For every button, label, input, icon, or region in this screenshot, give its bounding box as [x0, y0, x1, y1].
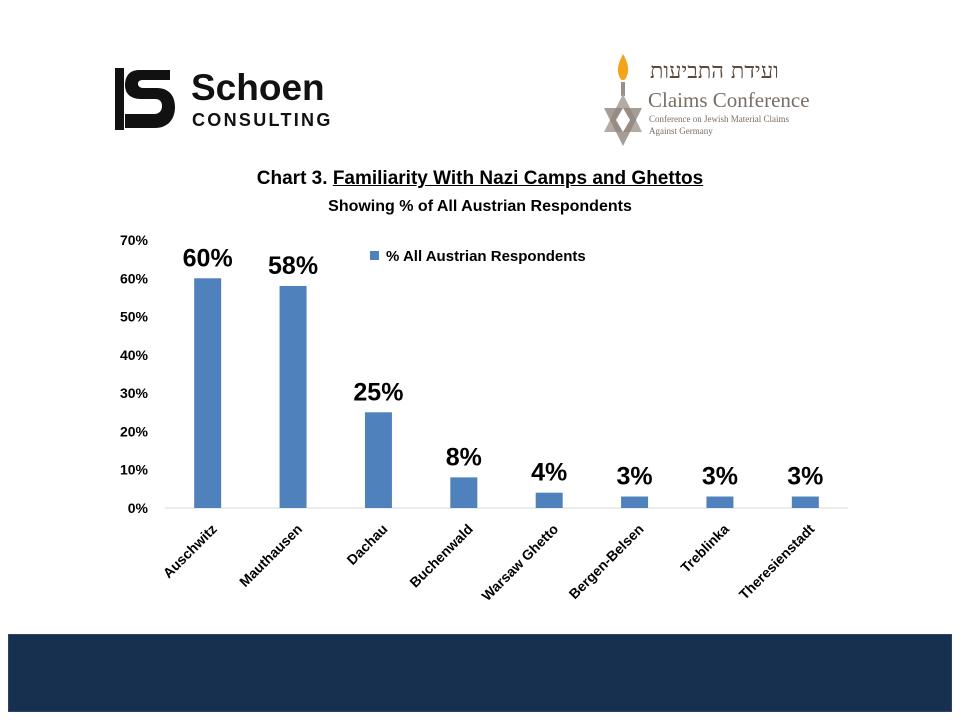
data-label: 3% [702, 463, 738, 491]
y-tick-label: 20% [120, 423, 149, 439]
x-tick-label: Auschwitz [160, 521, 220, 581]
y-tick-label: 30% [120, 385, 149, 401]
data-label: 58% [268, 252, 318, 280]
claims-logo-subtitle-line1: Conference on Jewish Material Claims [649, 114, 789, 124]
data-label: 4% [531, 459, 567, 487]
chart-title: Chart 3. Familiarity With Nazi Camps and… [0, 168, 960, 190]
x-tick-label: Dachau [343, 521, 390, 568]
claims-logo-hebrew: ועידת התביעות [650, 59, 779, 84]
bar-chart: 0% 10% 20% 30% 40% 50% 60% 70% 60% Auschwitz 58% Ma… [120, 232, 848, 604]
data-label: 25% [353, 378, 403, 406]
data-label: 8% [446, 443, 482, 471]
x-tick-label: Buchenwald [406, 521, 476, 591]
y-tick-label: 60% [120, 270, 149, 286]
bar [621, 496, 649, 508]
y-tick-label: 0% [128, 500, 149, 516]
flame-star-icon [604, 54, 642, 146]
x-tick-label: Mauthausen [236, 521, 305, 590]
y-tick-label: 10% [120, 462, 149, 478]
y-tick-label: 50% [120, 309, 149, 325]
data-label: 60% [183, 244, 233, 272]
legend-swatch [370, 251, 379, 260]
schoen-s-mark-icon [115, 68, 175, 130]
x-tick-label: Warsaw Ghetto [478, 521, 561, 604]
data-label: 3% [616, 463, 652, 491]
legend-label: % All Austrian Respondents [386, 248, 586, 265]
y-tick-label: 70% [120, 232, 149, 248]
claims-logo-subtitle-line2: Against Germany [649, 126, 713, 136]
schoen-logo-subtitle: CONSULTING [192, 110, 333, 130]
schoen-logo-name: Schoen [191, 67, 325, 108]
bar [279, 285, 307, 508]
schoen-consulting-logo: Schoen CONSULTING [115, 66, 345, 132]
x-tick-label: Bergen-Belsen [565, 521, 646, 602]
bar [364, 412, 392, 508]
bar [706, 496, 734, 508]
chart-title-main: Familiarity With Nazi Camps and Ghettos [332, 168, 704, 189]
claims-conference-logo: ועידת התביעות Claims Conference Conferen… [602, 50, 822, 150]
y-tick-label: 40% [120, 347, 149, 363]
bar [450, 477, 478, 508]
bar [535, 492, 563, 508]
bar [791, 496, 819, 508]
footer-band [8, 634, 952, 712]
chart-title-prefix: Chart 3. [256, 168, 333, 189]
data-label: 3% [787, 463, 823, 491]
bar [194, 278, 222, 508]
x-tick-label: Treblinka [677, 521, 732, 576]
chart-subtitle: Showing % of All Austrian Respondents [328, 198, 632, 215]
claims-logo-name: Claims Conference [648, 88, 810, 112]
x-tick-label: Theresienstadt [736, 521, 818, 603]
